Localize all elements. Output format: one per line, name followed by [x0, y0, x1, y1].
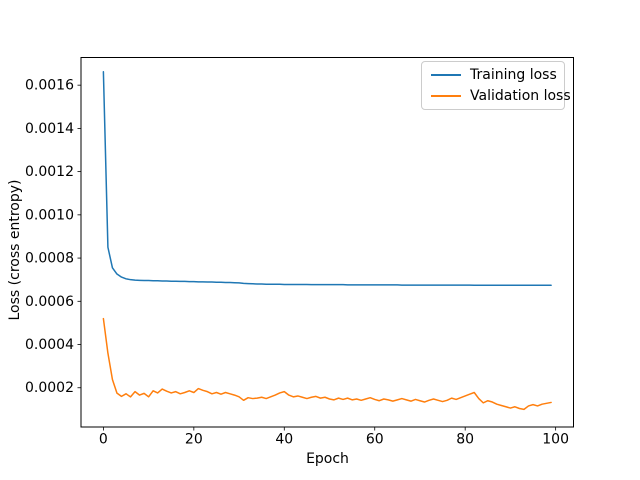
validation-loss-line-sample: [431, 94, 461, 97]
y-axis-label: Loss (cross entropy): [7, 179, 23, 321]
y-tick-label: 0.0006: [25, 294, 74, 310]
y-tick-label: 0.0012: [25, 164, 74, 180]
x-tick-label: 0: [99, 432, 108, 448]
legend-entry-validation-loss: Validation loss: [431, 86, 571, 107]
x-tick-label: 100: [542, 432, 569, 448]
training-loss-line-sample: [431, 74, 461, 77]
y-tick-label: 0.0010: [25, 207, 74, 223]
x-tick-label: 80: [456, 432, 474, 448]
validation-loss-line: [102, 317, 552, 411]
y-tick-label: 0.0004: [25, 337, 74, 353]
y-tick-label: 0.0008: [25, 251, 74, 267]
y-tick-label: 0.0002: [25, 380, 74, 396]
axes-spines: [80, 57, 574, 428]
legend-label: Training loss: [470, 67, 557, 84]
x-tick-label: 20: [185, 432, 203, 448]
legend-entry-training-loss: Training loss: [431, 65, 557, 86]
legend-label: Validation loss: [470, 87, 571, 104]
x-tick-label: 60: [366, 432, 384, 448]
legend: Training loss Validation loss: [421, 61, 571, 110]
y-tick-label: 0.0016: [25, 78, 74, 94]
training-loss-line: [102, 71, 552, 287]
x-tick-label: 40: [275, 432, 293, 448]
x-axis-label: Epoch: [306, 451, 349, 467]
y-tick-label: 0.0014: [25, 121, 74, 137]
